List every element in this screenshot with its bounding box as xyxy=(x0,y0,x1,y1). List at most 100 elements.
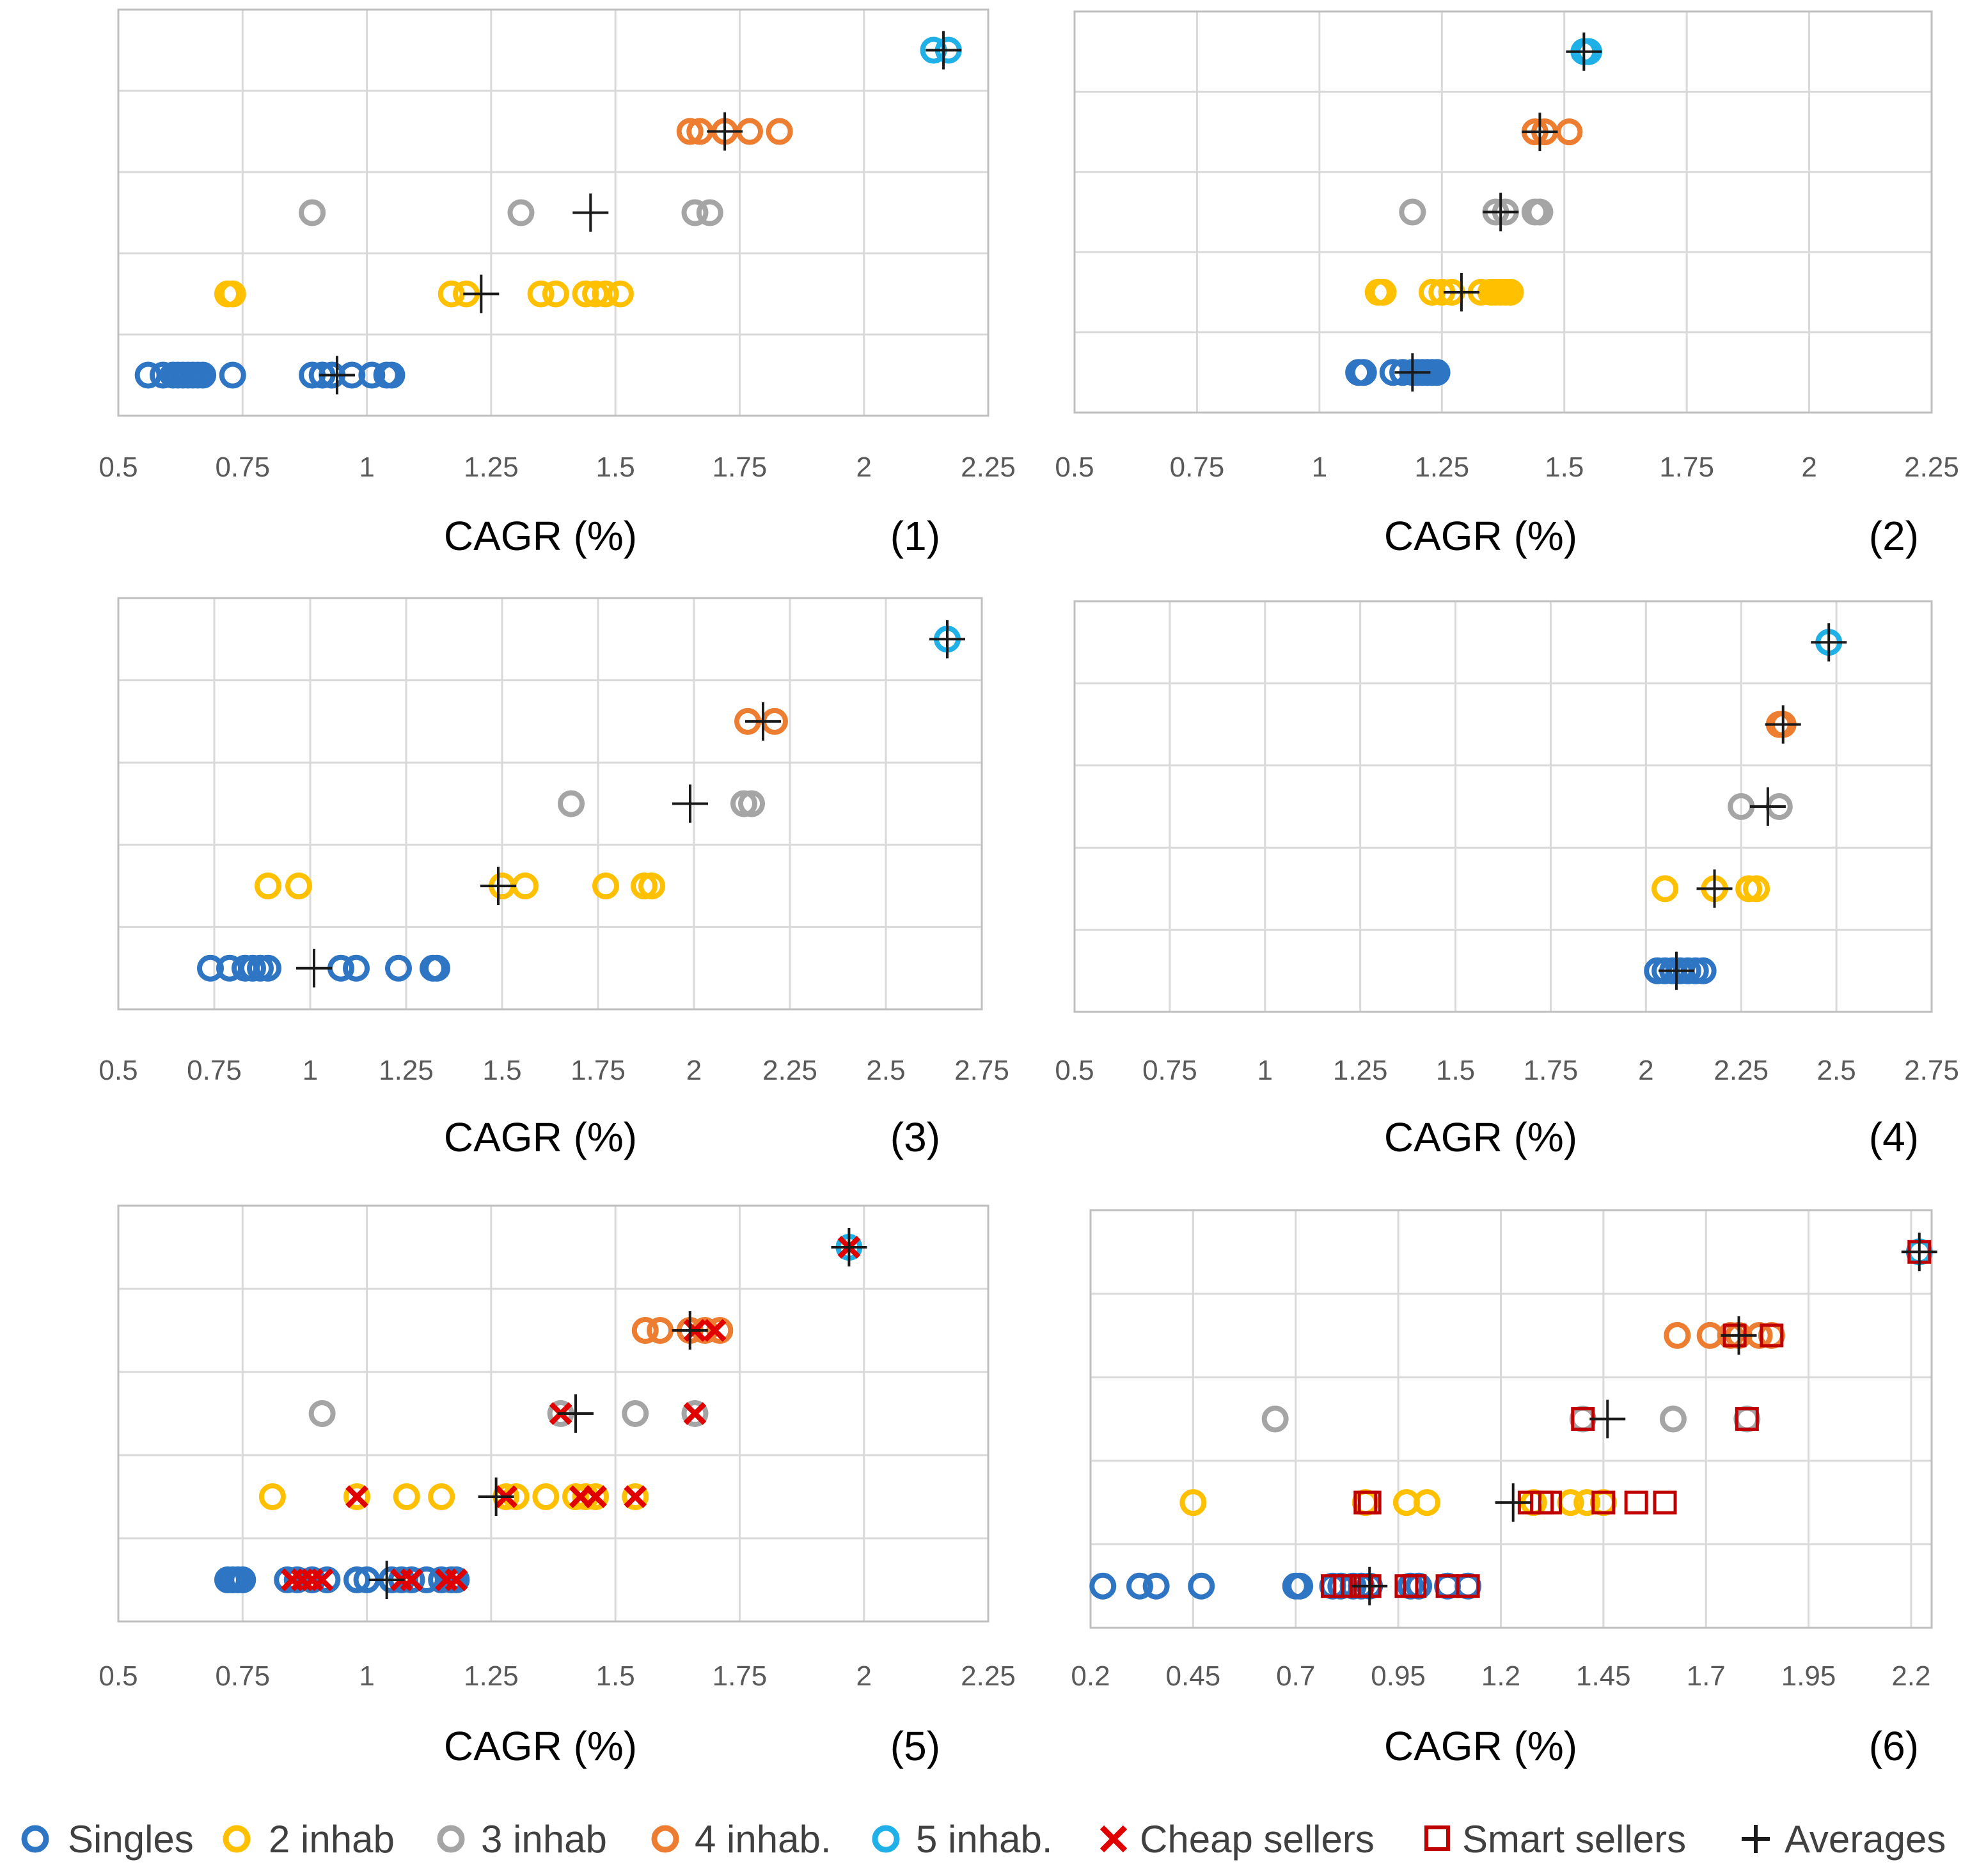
plot-frame xyxy=(1089,1209,1933,1629)
marker-cheap-sellers xyxy=(584,1485,607,1508)
marker-3-inhab xyxy=(1261,1405,1289,1433)
marker-singles xyxy=(428,1566,455,1593)
marker-2-inhab xyxy=(638,872,665,900)
marker-3-inhab xyxy=(681,1400,709,1427)
legend-item-cheap-sellers: Cheap sellers xyxy=(1099,1818,1375,1861)
marker-averages xyxy=(1658,951,1694,990)
marker-cheap-sellers xyxy=(445,1568,468,1591)
marker-2-inhab xyxy=(285,872,312,900)
marker-cheap-sellers xyxy=(310,1568,334,1591)
marker-3-inhab xyxy=(1659,1405,1687,1433)
x-tick-label: 2.75 xyxy=(1904,1055,1959,1086)
marker-2-inhab xyxy=(582,280,610,308)
marker-2-inhab xyxy=(428,1483,455,1510)
marker-3-inhab xyxy=(1526,198,1554,226)
marker-averages xyxy=(672,1311,708,1350)
marker-2-inhab xyxy=(527,280,555,308)
x-tick-label: 1.75 xyxy=(571,1055,626,1086)
plot-area xyxy=(118,1206,988,1621)
marker-averages xyxy=(1495,1483,1531,1522)
plot-area xyxy=(1075,601,1932,1012)
x-tick-label: 1.5 xyxy=(482,1055,521,1086)
marker-singles xyxy=(189,361,217,389)
marker-averages xyxy=(1721,1316,1757,1355)
marker-2-inhab xyxy=(1743,875,1770,903)
marker-averages xyxy=(1566,32,1602,71)
legend-label: Smart sellers xyxy=(1462,1818,1686,1861)
x-tick-label: 0.45 xyxy=(1166,1660,1221,1692)
plot-frame xyxy=(1073,600,1933,1013)
marker-singles xyxy=(1126,1572,1153,1600)
plot-area xyxy=(118,598,982,1009)
x-tick-label: 0.75 xyxy=(215,1660,270,1692)
x-tick-label: 1.25 xyxy=(379,1055,434,1086)
panel-tag: (3) xyxy=(890,1114,940,1160)
x-tick-label: 1.7 xyxy=(1687,1660,1726,1692)
marker-3-inhab xyxy=(622,1400,649,1427)
chart-panel-1: 0.5 0.75 1 1.25 1.5 1.75 2 2.25 CAGR (%) (1) xyxy=(99,8,1016,559)
marker-3-inhab xyxy=(507,199,535,226)
x-tick-label: 0.75 xyxy=(1142,1055,1197,1086)
x-tick-label: 1 xyxy=(1312,452,1327,483)
legend-circle-icon xyxy=(21,1825,49,1853)
marker-singles xyxy=(343,954,370,982)
marker-2-inhab xyxy=(1497,278,1524,306)
marker-averages xyxy=(557,1394,594,1433)
legend-label: Averages xyxy=(1785,1818,1946,1861)
marker-averages xyxy=(1483,193,1519,232)
x-tick-label: 0.75 xyxy=(215,452,270,483)
legend-item-smart-sellers: Smart sellers xyxy=(1424,1818,1686,1861)
marker-smart-sellers xyxy=(1735,1407,1759,1431)
marker-averages xyxy=(480,867,516,906)
marker-singles xyxy=(134,361,162,389)
marker-4-inhab xyxy=(647,1317,674,1344)
marker-4-inhab xyxy=(676,118,704,145)
x-axis-title: CAGR (%) xyxy=(1384,513,1577,559)
marker-3-inhab xyxy=(681,199,709,226)
marker-2-inhab xyxy=(1414,1489,1440,1517)
marker-averages xyxy=(831,1228,867,1266)
marker-2-inhab xyxy=(255,872,281,900)
marker-singles xyxy=(255,954,281,982)
marker-singles xyxy=(343,1566,371,1593)
marker-4-inhab xyxy=(631,1317,659,1344)
x-tick-label: 1.45 xyxy=(1576,1660,1631,1692)
x-tick-label: 2.2 xyxy=(1891,1660,1930,1692)
x-tick-label: 1.25 xyxy=(1333,1055,1388,1086)
x-tick-label: 0.5 xyxy=(99,452,138,483)
marker-2-inhab xyxy=(606,280,634,308)
panel-tag: (6) xyxy=(1869,1723,1919,1769)
marker-singles xyxy=(413,1566,440,1593)
x-tick-label: 0.75 xyxy=(1170,452,1225,483)
panel-tag: (5) xyxy=(890,1723,940,1769)
marker-averages xyxy=(463,274,500,313)
marker-4-inhab xyxy=(1556,118,1583,146)
marker-averages xyxy=(1811,623,1847,662)
marker-singles xyxy=(1286,1572,1314,1600)
marker-3-inhab xyxy=(299,199,326,226)
chart-panel-3: 0.5 0.75 1 1.25 1.5 1.75 2 2.25 2.5 2.75 CAGR (%) (… xyxy=(99,597,1009,1160)
x-tick-label: 2 xyxy=(1638,1055,1653,1086)
legend-circle-icon xyxy=(872,1825,900,1853)
marker-singles xyxy=(1188,1572,1215,1600)
marker-averages xyxy=(1394,353,1431,392)
x-tick-label: 0.95 xyxy=(1371,1660,1426,1692)
plot-frame xyxy=(117,597,983,1011)
x-tick-label: 0.5 xyxy=(99,1660,138,1692)
x-tick-label: 1 xyxy=(1257,1055,1273,1086)
x-tick-label: 1 xyxy=(303,1055,318,1086)
chart-panel-5: 0.5 0.75 1 1.25 1.5 1.75 2 2.25 CAGR (%) (5) xyxy=(99,1204,1016,1769)
marker-averages xyxy=(572,193,609,232)
marker-2-inhab xyxy=(582,1483,610,1510)
plot-frame xyxy=(1073,10,1933,414)
x-tick-label: 0.5 xyxy=(1055,452,1094,483)
marker-averages xyxy=(296,949,332,988)
marker-smart-sellers xyxy=(1591,1490,1616,1515)
marker-smart-sellers xyxy=(1357,1490,1382,1515)
marker-3-inhab xyxy=(738,790,765,817)
marker-singles xyxy=(1350,359,1377,386)
x-tick-label: 2.75 xyxy=(954,1055,1009,1086)
marker-cheap-sellers xyxy=(683,1402,707,1425)
x-tick-label: 2.5 xyxy=(866,1055,905,1086)
